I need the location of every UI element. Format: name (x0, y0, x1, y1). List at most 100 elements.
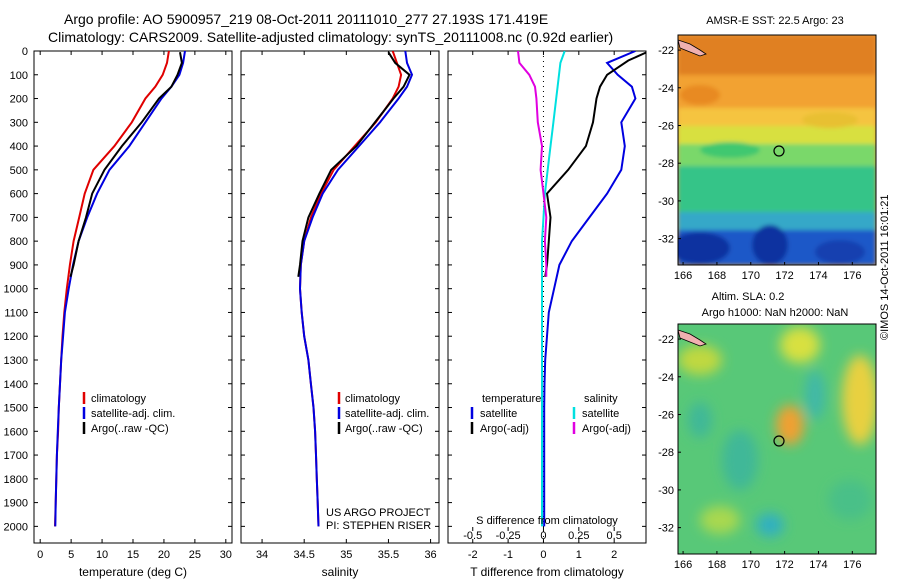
lat-tick-label: -28 (658, 447, 674, 459)
profile-curves (54, 51, 646, 543)
lon-tick-label: 174 (809, 270, 827, 282)
x-tick-label: 35 (340, 549, 352, 561)
depth-tick-label: 200 (10, 94, 28, 106)
legend-climatology: climatology (91, 393, 147, 405)
depth-tick-label: 100 (10, 70, 28, 82)
depth-axis: 0 100 200 300 400 500 600 700 800 900 1000 1100 1200… (4, 46, 646, 533)
salinity-axis-label: salinity (322, 565, 359, 579)
series-temperature-argo-adj (544, 51, 646, 277)
sla-map-frame (677, 323, 877, 555)
depth-tick-label: 1300 (4, 355, 28, 367)
x-tick-label: 0 (540, 530, 546, 542)
x-tick-label: 36 (424, 549, 436, 561)
x-tick-label: -0.25 (496, 530, 521, 542)
temperature-panel (33, 50, 233, 544)
depth-tick-label: 1500 (4, 403, 28, 415)
lat-tick-label: -32 (658, 234, 674, 246)
sla-map-subtitle: Argo h1000: NaN h2000: NaN (702, 307, 849, 319)
x-tick-label: 34 (256, 549, 268, 561)
x-tick-label: -2 (468, 549, 478, 561)
depth-tick-label: 600 (10, 189, 28, 201)
x-tick-label: 15 (127, 549, 139, 561)
copyright-stamp: ©IMOS 14-Oct-2011 16:01:21 (879, 194, 891, 340)
legend-t-argo: Argo(-adj) (480, 423, 529, 435)
legend-satellite: satellite-adj. clim. (345, 408, 429, 420)
series-satellite-adj-clim (298, 51, 414, 527)
lat-tick-label: -22 (658, 334, 674, 346)
depth-tick-label: 1900 (4, 498, 28, 510)
lon-tick-label: 170 (742, 270, 760, 282)
legend-argo: Argo(..raw -QC) (345, 423, 423, 435)
lon-tick-label: 166 (674, 559, 692, 571)
sst-map-title: AMSR-E SST: 22.5 Argo: 23 (706, 15, 844, 27)
depth-tick-label: 1200 (4, 331, 28, 343)
depth-tick-label: 1000 (4, 284, 28, 296)
x-tick-label: 5 (68, 549, 74, 561)
series-temperature-satellite (543, 51, 637, 527)
climatology-title: Climatology: CARS2009. Satellite-adjuste… (48, 29, 614, 45)
lon-tick-label: 176 (843, 270, 861, 282)
legend-climatology: climatology (345, 393, 401, 405)
s-difference-axis-label: S difference from climatology (476, 515, 618, 527)
lon-tick-label: 174 (809, 559, 827, 571)
lat-tick-label: -32 (658, 523, 674, 535)
pi-credit: PI: STEPHEN RISER (326, 520, 431, 532)
lon-tick-label: 172 (775, 270, 793, 282)
depth-tick-label: 1100 (4, 307, 28, 319)
difference-panel (447, 50, 647, 544)
new-caledonia-coast (678, 329, 707, 347)
lat-tick-label: -22 (658, 45, 674, 57)
x-tick-label: 0 (540, 549, 546, 561)
salinity-legend: climatology satellite-adj. clim. Argo(..… (326, 392, 431, 532)
x-tick-label: 20 (158, 549, 170, 561)
legend-satellite: satellite-adj. clim. (91, 408, 175, 420)
depth-tick-label: 500 (10, 165, 28, 177)
project-credit: US ARGO PROJECT (326, 507, 431, 519)
series-argo-raw-qc (297, 51, 411, 277)
sst-map (678, 35, 876, 265)
lat-tick-label: -30 (658, 196, 674, 208)
x-tick-label: 34.5 (293, 549, 314, 561)
x-tick-label: 1 (576, 549, 582, 561)
depth-tick-label: 2000 (4, 521, 28, 533)
legend-s-satellite: satellite (582, 408, 619, 420)
series-climatology (54, 51, 170, 527)
lat-tick-label: -24 (658, 372, 674, 384)
lat-tick-label: -24 (658, 83, 674, 95)
series-salinity-argo-adj (517, 51, 548, 277)
x-tick-label: -0.5 (463, 530, 482, 542)
profile-title: Argo profile: AO 5900957_219 08-Oct-2011… (64, 11, 549, 27)
depth-tick-label: 1400 (4, 379, 28, 391)
x-tick-label: 0 (37, 549, 43, 561)
sst-map-frame (677, 34, 877, 266)
depth-tick-label: 300 (10, 117, 28, 129)
difference-legend: temperature satellite Argo(-adj) salinit… (470, 393, 631, 435)
x-tick-label: 0.25 (568, 530, 589, 542)
depth-tick-label: 400 (10, 141, 28, 153)
series-salinity-satellite (541, 51, 566, 527)
temperature-axis-label: temperature (deg C) (79, 565, 187, 579)
depth-tick-label: 1600 (4, 426, 28, 438)
series-argo-raw-qc (69, 52, 183, 278)
x-tick-label: 30 (220, 549, 232, 561)
lon-tick-label: 166 (674, 270, 692, 282)
lon-tick-label: 168 (708, 270, 726, 282)
legend-argo: Argo(..raw -QC) (91, 423, 169, 435)
depth-tick-label: 0 (22, 46, 28, 58)
legend-temperature-title: temperature (482, 393, 541, 405)
sla-map (678, 324, 876, 554)
depth-tick-label: 800 (10, 236, 28, 248)
depth-tick-label: 900 (10, 260, 28, 272)
x-tick-label: -1 (503, 549, 513, 561)
argo-float-marker (773, 145, 785, 157)
x-tick-label: 10 (96, 549, 108, 561)
t-difference-axis-label: T difference from climatology (470, 565, 624, 579)
x-tick-label: 35.5 (378, 549, 399, 561)
lat-tick-label: -26 (658, 120, 674, 132)
salinity-panel (240, 50, 440, 544)
new-caledonia-coast (678, 39, 707, 57)
series-satellite-adj-clim (54, 51, 186, 527)
map-axes: 166 168 170 172 174 176 -22 -24 -26 -28 -30 -32 166 1… (658, 45, 861, 571)
lat-tick-label: -26 (658, 409, 674, 421)
